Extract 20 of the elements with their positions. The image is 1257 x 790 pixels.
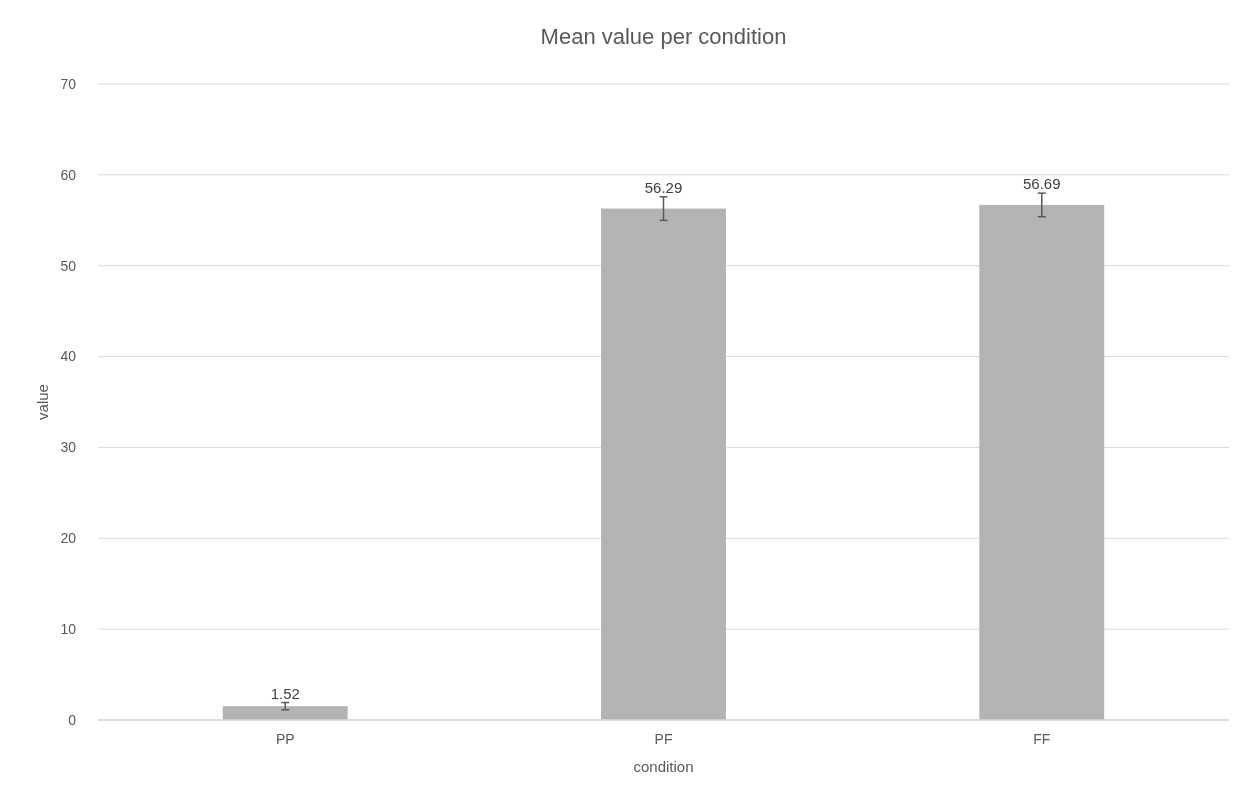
y-tick-label: 0 (68, 711, 77, 728)
chart-title: Mean value per condition (540, 24, 787, 49)
data-label: 56.29 (644, 178, 683, 196)
y-axis-title: value (34, 384, 51, 420)
y-tick-label: 20 (60, 530, 77, 547)
y-tick-label: 70 (60, 75, 77, 92)
y-tick-label: 40 (60, 348, 77, 365)
y-tick-label: 60 (60, 166, 77, 183)
x-tick-label: PP (275, 731, 295, 747)
data-label: 1.52 (270, 684, 300, 702)
data-label: 56.69 (1022, 175, 1061, 193)
bar (601, 208, 726, 720)
x-tick-label: PF (654, 731, 673, 747)
x-axis-title: condition (633, 758, 694, 775)
y-tick-label: 50 (60, 257, 77, 274)
x-tick-label: FF (1033, 731, 1051, 747)
bar (222, 706, 348, 720)
bar (979, 204, 1105, 720)
y-tick-label: 30 (60, 439, 77, 456)
y-tick-label: 10 (60, 621, 77, 638)
